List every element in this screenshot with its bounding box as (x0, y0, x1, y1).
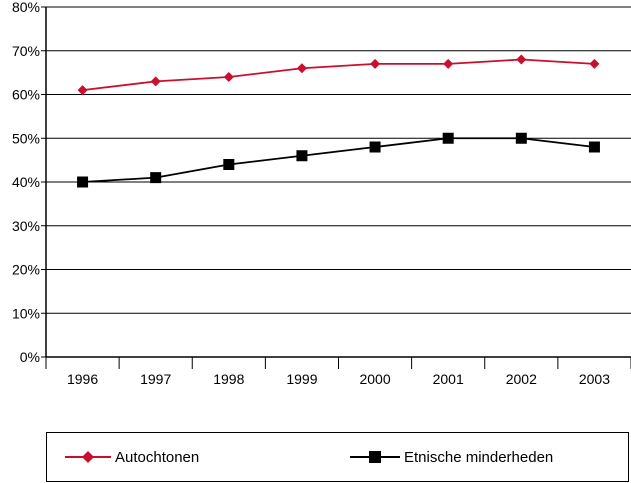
y-tick-label: 70% (12, 43, 40, 59)
data-point-square (223, 159, 235, 170)
data-point-diamond (150, 76, 161, 87)
series-line-1 (82, 137, 595, 183)
x-axis-ticks: 1996 1997 1998 1999 2000 2001 2002 2003 (67, 371, 610, 387)
gridlines (41, 6, 631, 369)
x-tick-label: 2003 (579, 371, 610, 387)
x-tick-label: 2001 (433, 371, 464, 387)
data-point-diamond (370, 58, 381, 69)
data-point-diamond (223, 72, 234, 82)
y-tick-label: 80% (12, 0, 40, 15)
line-chart: 0%10%20%30%40%50%60%70%80% 1996 1997 1998 1… (12, 0, 631, 387)
data-point-square (442, 132, 454, 144)
y-tick-label: 30% (12, 218, 40, 234)
legend-item-autochtonen: Autochtonen (65, 433, 199, 481)
y-tick-label: 0% (20, 349, 40, 365)
data-point-square (588, 141, 600, 153)
data-point-square (150, 172, 162, 184)
data-point-square (296, 150, 308, 162)
x-tick-label: 1999 (286, 371, 317, 387)
legend-swatch-etnische-minderheden (350, 451, 400, 463)
legend-swatch-autochtonen (65, 451, 111, 463)
x-tick-label: 1996 (67, 371, 98, 387)
x-tick-label: 1997 (140, 371, 171, 387)
legend-label-autochtonen: Autochtonen (115, 448, 200, 466)
y-tick-label: 50% (12, 130, 40, 146)
series-layer (77, 54, 600, 188)
legend-item-etnische-minderheden: Etnische minderheden (350, 433, 553, 481)
data-point-square (515, 132, 527, 144)
data-point-square (369, 141, 381, 153)
data-point-diamond (589, 58, 600, 69)
data-point-diamond (516, 54, 527, 65)
y-tick-label: 20% (12, 262, 40, 278)
diamond-marker-icon (82, 451, 94, 463)
legend-label-etnische-minderheden: Etnische minderheden (404, 448, 554, 466)
x-tick-label: 1998 (213, 371, 244, 387)
y-axis-ticks: 0% 10% 20% 30% 40% 50% 60% 70% 80% (12, 0, 40, 365)
x-tick-label: 2000 (359, 371, 390, 387)
y-tick-label: 60% (12, 87, 40, 103)
x-tick-label: 2002 (506, 371, 537, 387)
y-tick-label: 10% (12, 305, 40, 321)
data-point-square (77, 176, 89, 188)
series-line-0 (82, 58, 595, 92)
data-point-diamond (296, 63, 307, 74)
square-marker-icon (369, 451, 381, 463)
data-point-diamond (443, 58, 454, 69)
y-tick-label: 40% (12, 174, 40, 190)
legend: Autochtonen Etnische minderheden (46, 432, 629, 482)
data-point-diamond (77, 85, 88, 96)
